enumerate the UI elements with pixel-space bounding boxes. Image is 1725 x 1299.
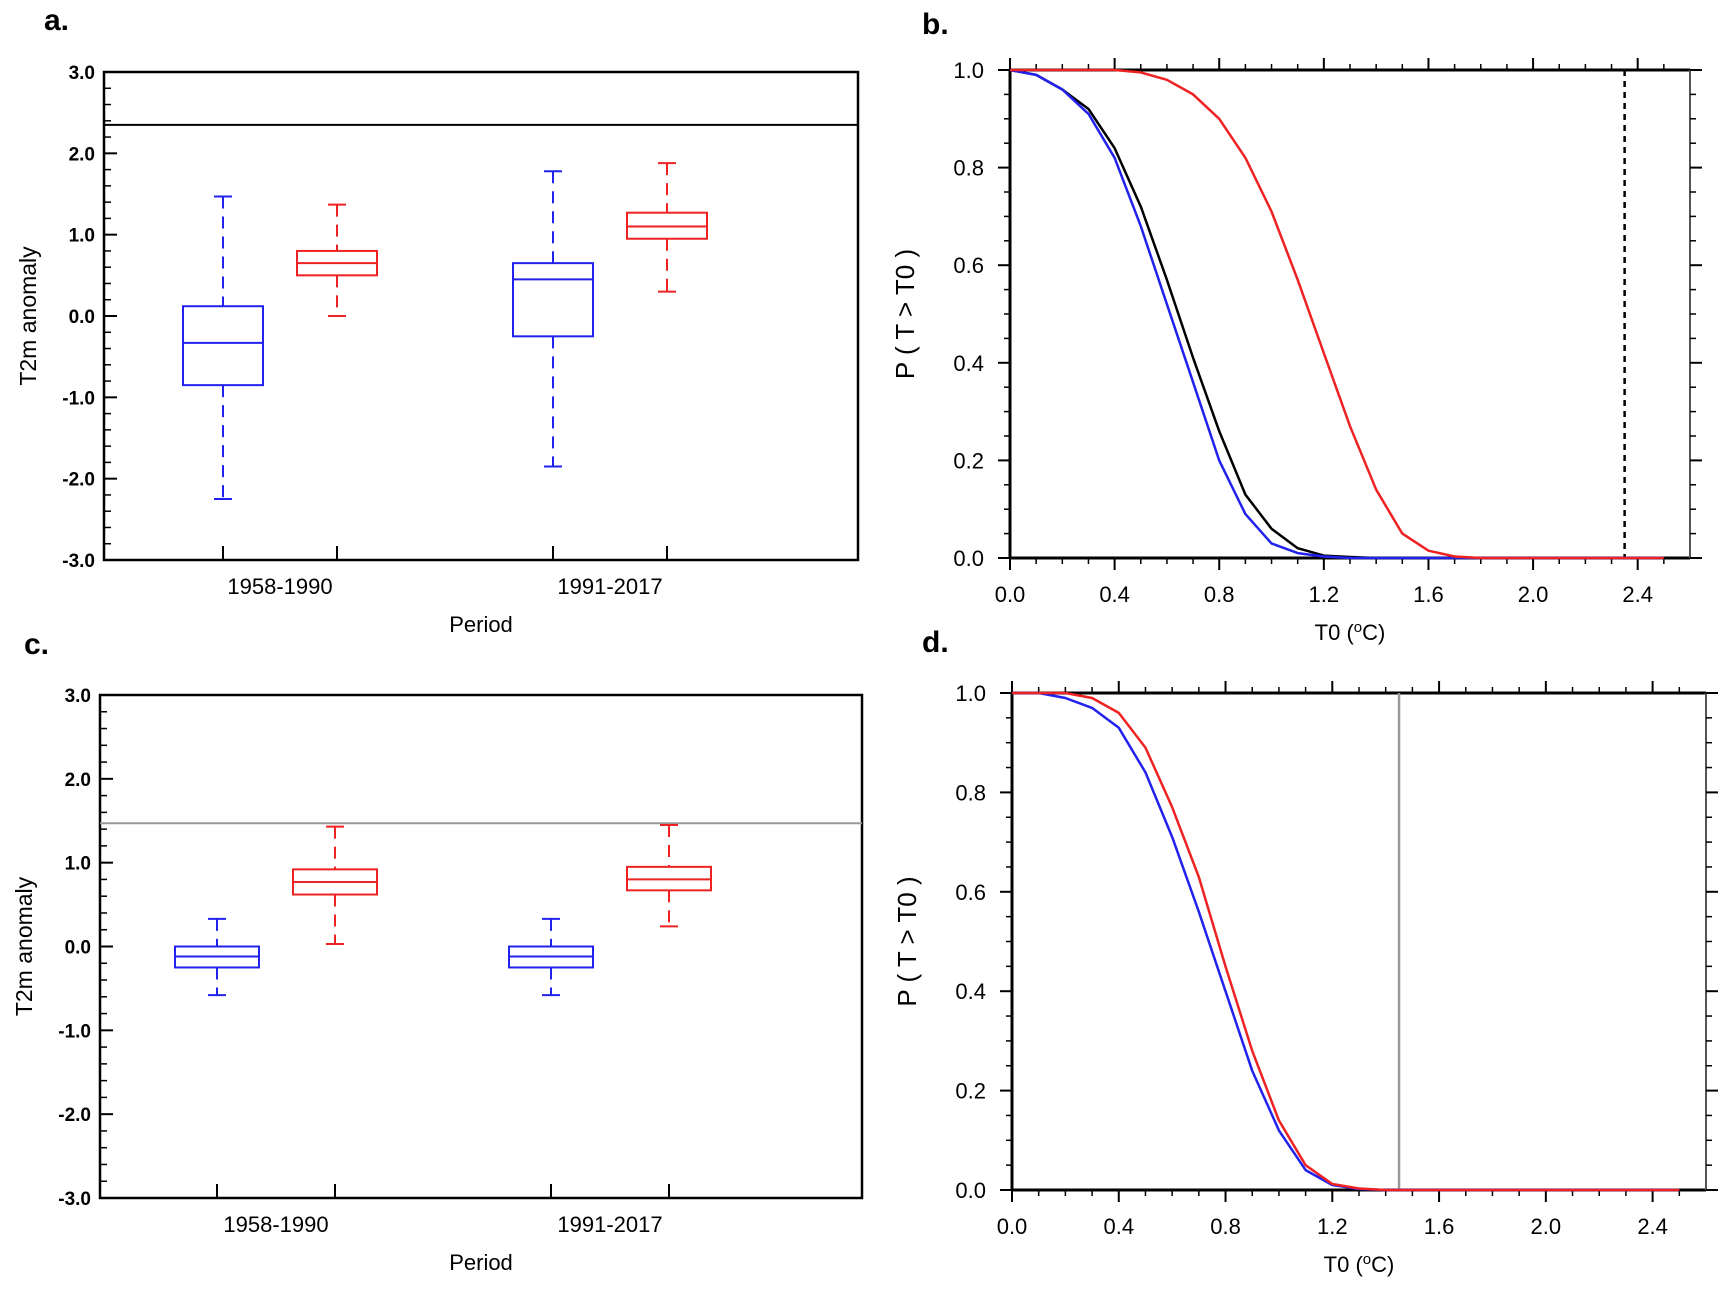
box-red-period2: [626, 823, 712, 928]
y-tick-label: 1.0: [953, 58, 984, 83]
y-tick-label: 0.8: [953, 156, 984, 181]
y-tick-label: 0.2: [953, 448, 984, 473]
box-blue-period1: [174, 917, 260, 997]
y-tick-label: 0.0: [69, 307, 95, 328]
y-axis-label: T2m anomaly: [15, 246, 41, 386]
x-tick-label: 2.0: [1518, 582, 1549, 607]
x-tick-label: 0.8: [1210, 1214, 1241, 1239]
x-tick-label: 0.0: [995, 582, 1026, 607]
x-axis-label: Period: [449, 612, 513, 637]
panel-c: c. -3.0 -2.0 -1.0 0.0 1.0 2.0 3.0 1958-1990 1991-…: [11, 628, 864, 1275]
panel-label: d.: [922, 626, 949, 659]
y-tick-label: -3.0: [58, 1189, 91, 1210]
y-tick-label: 0.4: [955, 979, 986, 1004]
box-iqr: [182, 305, 264, 387]
y-tick-label: 3.0: [69, 63, 95, 84]
panel-label: c.: [24, 628, 49, 661]
y-tick-label: 1.0: [65, 854, 91, 875]
y-tick-label: 0.6: [953, 253, 984, 278]
x-tick-label: 1.6: [1424, 1214, 1455, 1239]
y-axis-label: T2m anomaly: [11, 876, 37, 1016]
x-axis-label: T0 (oC): [1324, 1251, 1395, 1277]
y-tick-label: 0.0: [65, 938, 91, 959]
y-tick-label: 3.0: [65, 686, 91, 707]
y-tick-label: -2.0: [58, 1105, 91, 1126]
y-tick-label: 0.4: [953, 351, 984, 376]
x-category-label: 1958-1990: [227, 574, 332, 599]
y-tick-label: 0.6: [955, 880, 986, 905]
x-tick-label: 1.2: [1309, 582, 1340, 607]
x-category-label: 1991-2017: [557, 1212, 662, 1237]
y-axis-label: P ( T > T0 ): [890, 249, 920, 379]
x-tick-label: 0.4: [1103, 1214, 1134, 1239]
x-axis-label: T0 (oC): [1315, 619, 1386, 645]
panel-label: b.: [922, 8, 949, 41]
y-tick-label: 2.0: [69, 144, 95, 165]
x-tick-label: 2.0: [1531, 1214, 1562, 1239]
exceedance-curve-red: [1012, 691, 1680, 1192]
panel-b: b. 0.0 0.4 0.8 1.2 1.6 2.0 2.4 0.0 0.2 0.4 0.6 0.8 1.…: [890, 8, 1702, 645]
box-red-period2: [626, 162, 708, 293]
x-tick-label: 0.4: [1099, 582, 1130, 607]
exceedance-curve-black: [1009, 68, 1664, 560]
y-axis-label: P ( T > T0 ): [892, 876, 922, 1006]
y-tick-label: -1.0: [58, 1021, 91, 1042]
x-tick-label: 2.4: [1622, 582, 1653, 607]
box-blue-period2: [508, 917, 594, 997]
y-tick-label: 1.0: [69, 226, 95, 247]
exceedance-curve-red: [1010, 68, 1664, 560]
panel-label: a.: [44, 4, 69, 37]
x-tick-label: 1.2: [1317, 1214, 1348, 1239]
y-tick-label: 0.0: [955, 1178, 986, 1203]
y-tick-label: 1.0: [955, 681, 986, 706]
box-blue-period1: [182, 195, 264, 500]
y-tick-label: 0.0: [953, 546, 984, 571]
panel-d: d. 0.0 0.4 0.8 1.2 1.6 2.0 2.4 0.0 0.2 0.4 0.6 0.8 1.…: [892, 626, 1718, 1277]
box-red-period1: [292, 825, 378, 945]
x-tick-label: 0.8: [1204, 582, 1235, 607]
x-category-label: 1991-2017: [557, 574, 662, 599]
y-tick-label: 0.8: [955, 780, 986, 805]
box-blue-period2: [512, 170, 594, 468]
exceedance-curve-blue: [1009, 68, 1664, 560]
y-tick-label: -3.0: [62, 551, 95, 572]
y-tick-label: -1.0: [62, 388, 95, 409]
panel-a: a. -3.0 -2.0 -1.0 0.0 1.0 2.0 3.0 1958-1990 1991-…: [15, 4, 860, 637]
x-axis-label: Period: [449, 1250, 513, 1275]
y-tick-label: 2.0: [65, 770, 91, 791]
box-red-period1: [296, 203, 378, 317]
x-tick-label: 2.4: [1637, 1214, 1668, 1239]
y-tick-label: 0.2: [955, 1079, 986, 1104]
x-category-label: 1958-1990: [223, 1212, 328, 1237]
y-tick-label: -2.0: [62, 470, 95, 491]
exceedance-curve-blue: [1012, 691, 1680, 1192]
x-tick-label: 1.6: [1413, 582, 1444, 607]
x-tick-label: 0.0: [997, 1214, 1028, 1239]
box-iqr: [512, 262, 594, 338]
